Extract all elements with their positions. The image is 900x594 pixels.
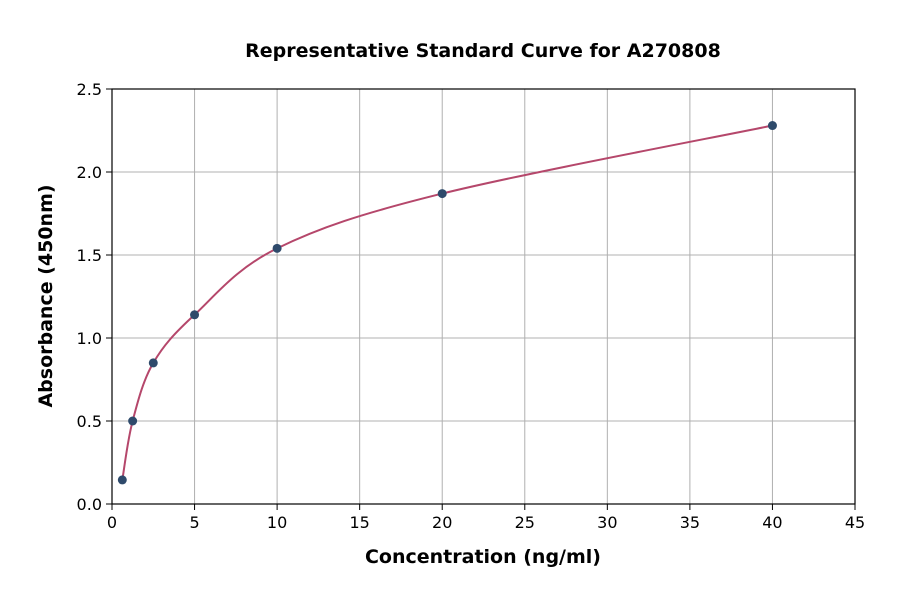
x-tick-label: 0 [107, 513, 117, 532]
x-tick-label: 5 [189, 513, 199, 532]
data-point [148, 358, 158, 368]
x-tick-label: 35 [680, 513, 700, 532]
y-axis-label: Absorbance (450nm) [35, 184, 57, 407]
x-tick-label: 15 [349, 513, 369, 532]
x-tick-label: 10 [267, 513, 287, 532]
data-point [767, 121, 777, 131]
data-point [272, 243, 282, 253]
data-point [117, 475, 127, 485]
x-tick-label: 20 [432, 513, 452, 532]
x-tick-label: 45 [845, 513, 865, 532]
y-tick-label: 0.5 [77, 412, 102, 431]
y-tick-label: 1.0 [77, 329, 102, 348]
y-tick-label: 2.5 [77, 80, 102, 99]
data-point [190, 310, 200, 320]
chart-title: Representative Standard Curve for A27080… [245, 40, 721, 62]
x-tick-label: 40 [762, 513, 782, 532]
x-tick-label: 30 [597, 513, 617, 532]
x-tick-label: 25 [515, 513, 535, 532]
y-tick-label: 1.5 [77, 246, 102, 265]
plot-frame [111, 88, 856, 505]
fit-curve [121, 124, 773, 481]
y-tick-label: 0.0 [77, 495, 102, 514]
y-tick-label: 2.0 [77, 163, 102, 182]
data-point [128, 416, 138, 426]
data-point [437, 189, 447, 199]
x-axis-label: Concentration (ng/ml) [365, 546, 601, 568]
